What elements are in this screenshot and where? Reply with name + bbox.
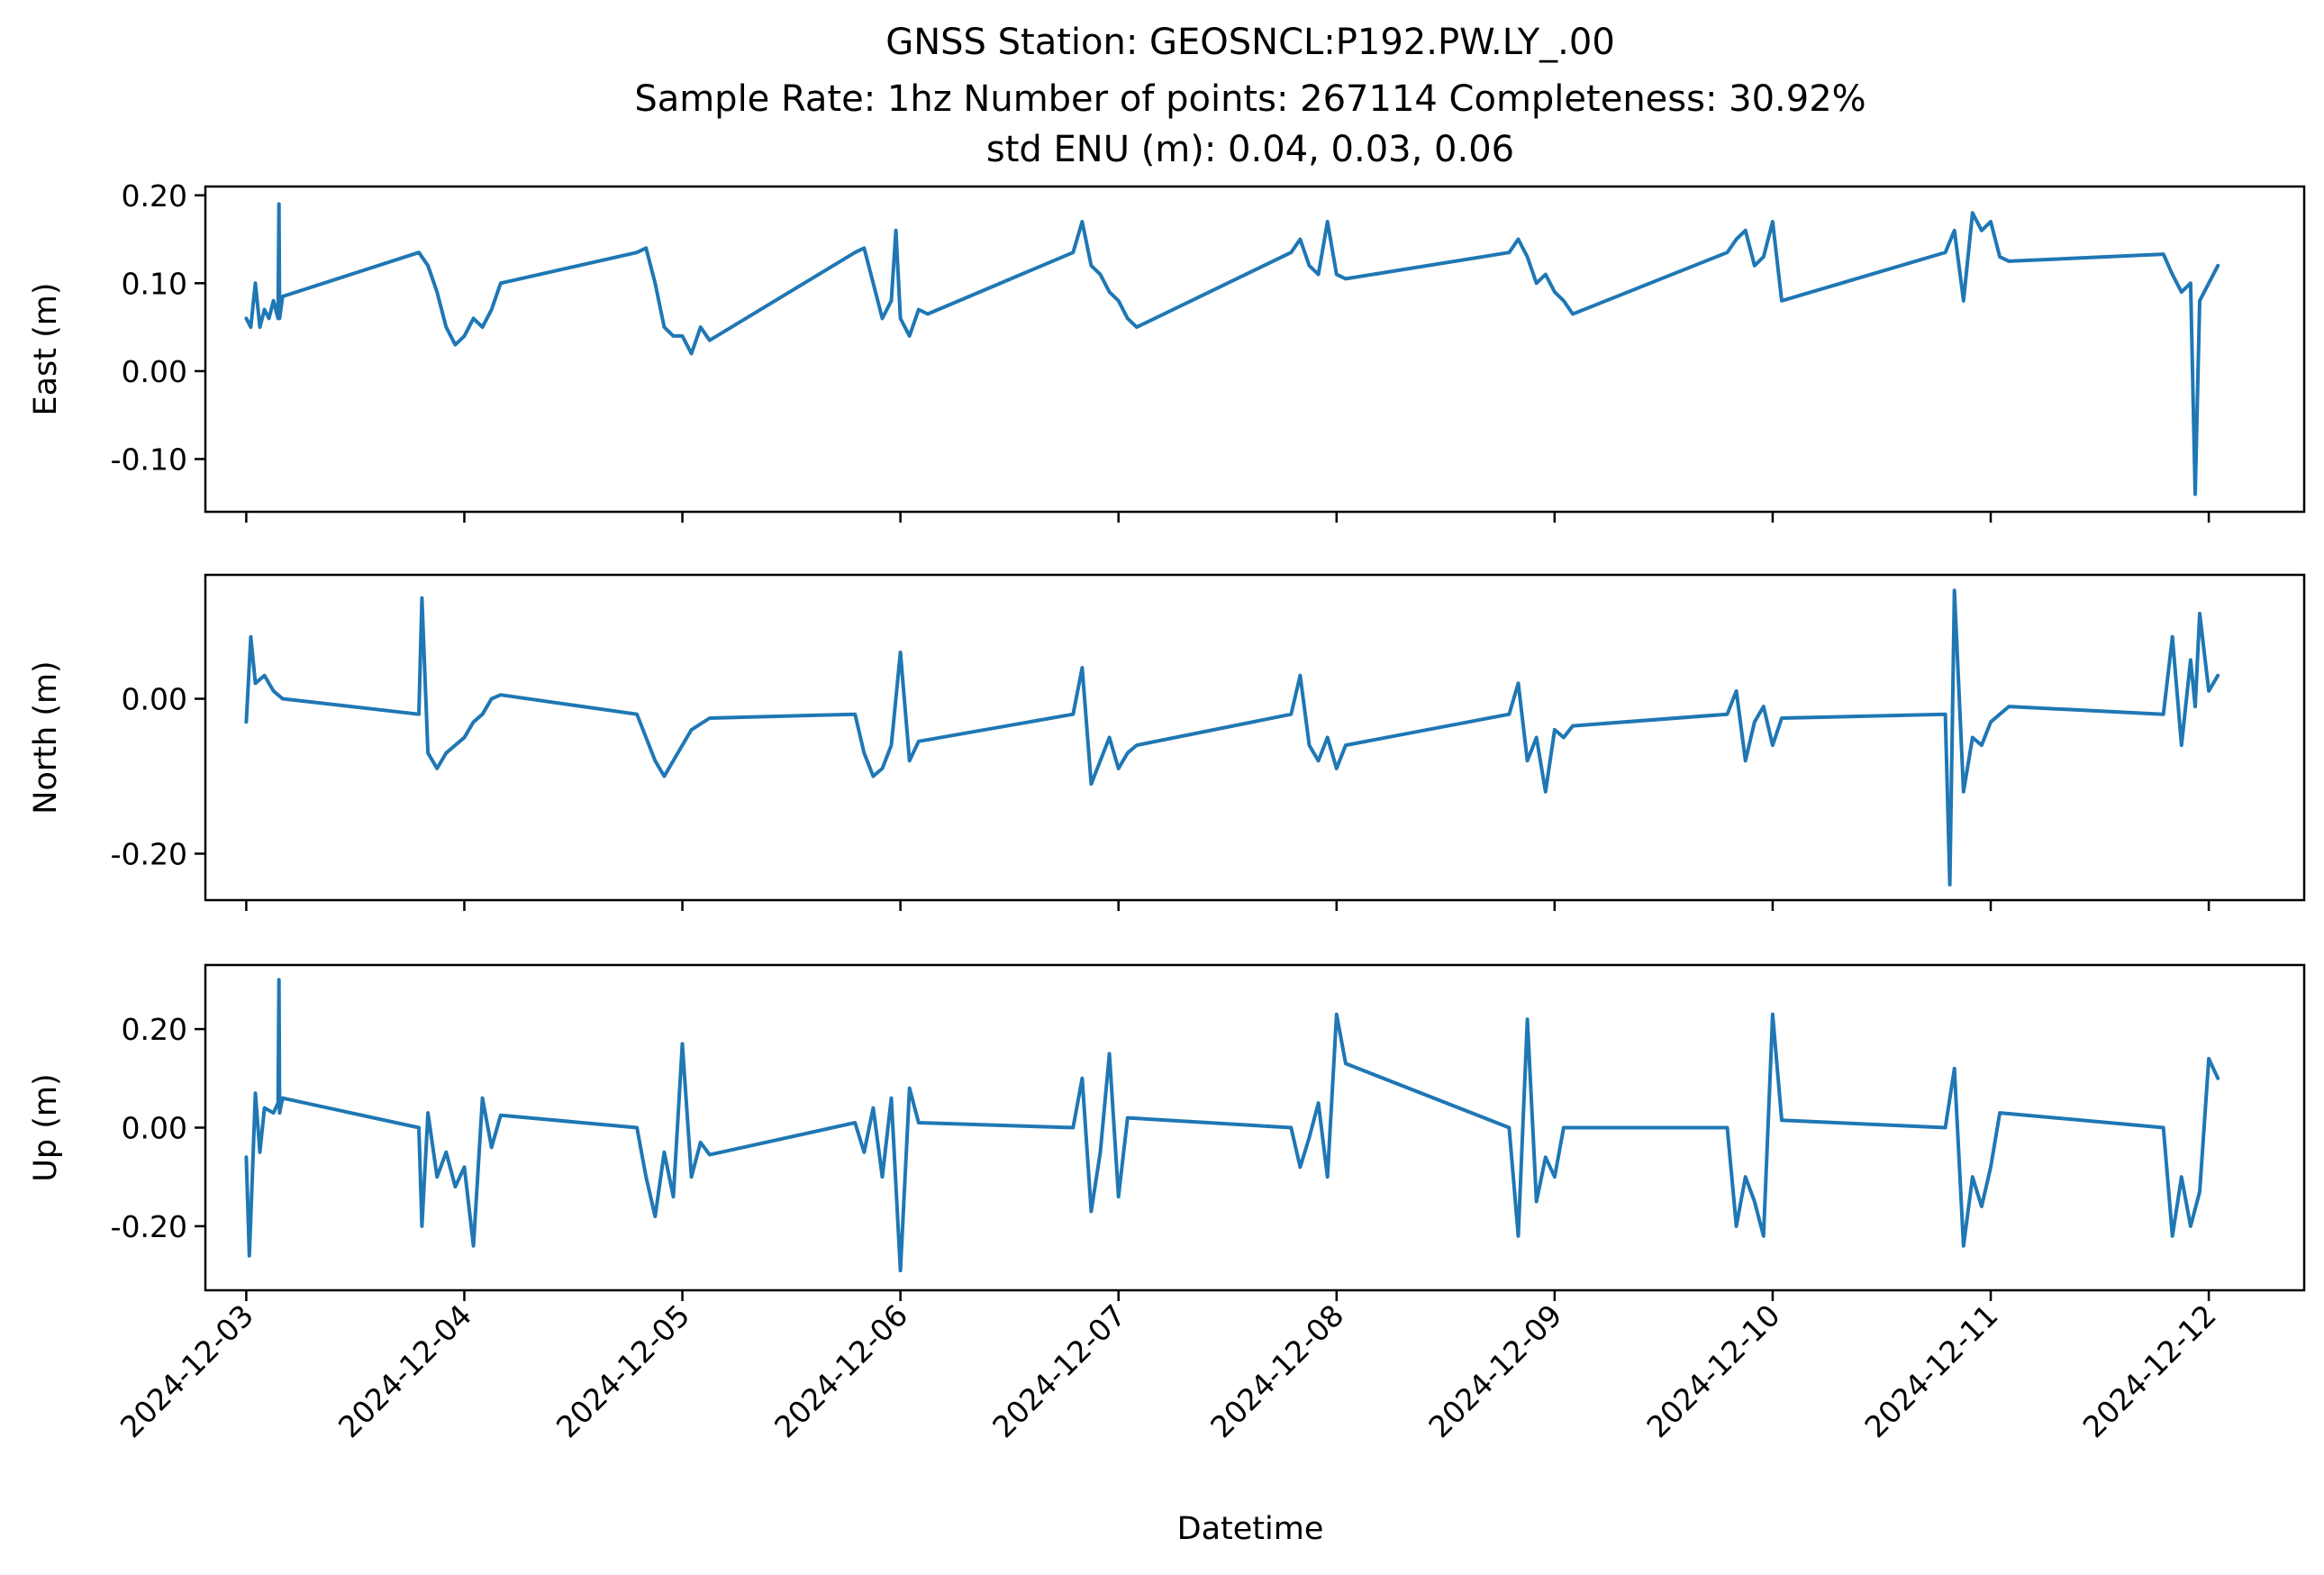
y-tick-label-east: 0.00 xyxy=(122,354,187,389)
y-tick-label-east: 0.10 xyxy=(122,266,187,301)
panel-east: 0.20 0.10 0.00 -0.10 East (m) xyxy=(28,178,2306,523)
series-line-north xyxy=(244,588,2220,887)
panel-north: 0.00 -0.20 North (m) xyxy=(28,573,2306,911)
chart-title-line-2: Sample Rate: 1hz Number of points: 26711… xyxy=(634,78,1866,120)
y-tick-label-north: -0.20 xyxy=(111,836,187,871)
chart-title-line-3: std ENU (m): 0.04, 0.03, 0.06 xyxy=(986,129,1514,170)
x-axis-label: Datetime xyxy=(1177,1511,1324,1547)
axes-frame-north xyxy=(204,573,2306,902)
y-tick-label-east: 0.20 xyxy=(122,178,187,214)
series-line-east xyxy=(244,202,2220,496)
chart-title-line-1: GNSS Station: GEOSNCL:P192.PW.LY_.00 xyxy=(885,22,1615,63)
y-axis-label-north: North (m) xyxy=(28,660,64,814)
y-tick-label-up: 0.00 xyxy=(122,1111,187,1146)
series-line-up xyxy=(244,978,2220,1273)
y-tick-label-up: 0.20 xyxy=(122,1012,187,1047)
axes-frame-east xyxy=(204,185,2306,514)
y-tick-label-north: 0.00 xyxy=(122,682,187,717)
y-axis-label-east: East (m) xyxy=(28,282,64,415)
panel-up: 0.20 0.00 -0.20 Up (m) xyxy=(28,963,2306,1301)
y-axis-label-up: Up (m) xyxy=(28,1073,64,1181)
y-tick-label-up: -0.20 xyxy=(111,1209,187,1244)
y-tick-label-east: -0.10 xyxy=(111,442,187,477)
